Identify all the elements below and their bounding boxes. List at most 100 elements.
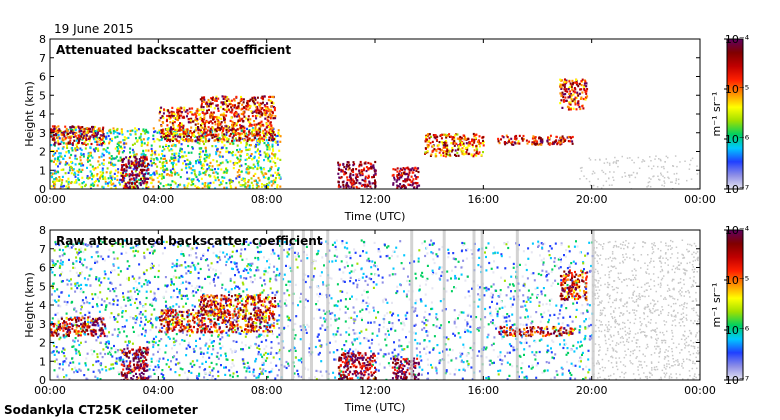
data-point <box>218 164 221 167</box>
data-point <box>88 127 90 130</box>
noise-point <box>647 321 650 323</box>
data-point <box>466 146 469 149</box>
data-point <box>67 141 70 144</box>
data-point <box>248 186 251 189</box>
data-point <box>220 155 223 158</box>
data-point <box>230 106 233 109</box>
data-point <box>66 325 69 328</box>
data-point <box>267 176 270 179</box>
data-point <box>243 115 246 118</box>
data-point <box>81 300 84 303</box>
noise-point <box>686 262 688 265</box>
data-point <box>242 120 245 123</box>
data-point <box>184 110 187 113</box>
data-point <box>208 166 210 169</box>
data-point <box>257 160 260 163</box>
noise-point <box>689 277 691 279</box>
data-point <box>253 120 256 123</box>
noise-point <box>596 319 598 321</box>
data-point <box>452 136 455 139</box>
data-point <box>274 179 277 182</box>
data-point <box>252 138 255 141</box>
data-point <box>450 142 453 145</box>
noise-point <box>659 286 662 288</box>
data-point <box>135 137 137 140</box>
data-point <box>165 167 168 170</box>
data-point <box>248 184 251 187</box>
data-point <box>272 131 275 134</box>
data-point <box>119 156 122 159</box>
noise-point <box>633 290 636 293</box>
data-point <box>345 186 348 189</box>
noise-point <box>628 336 630 339</box>
data-point <box>172 243 175 247</box>
data-point <box>264 132 267 135</box>
data-point <box>171 134 174 137</box>
noise-point <box>692 322 695 325</box>
data-point <box>138 163 141 166</box>
noise-point <box>640 360 642 363</box>
data-point <box>160 372 163 375</box>
noise-point <box>651 312 654 314</box>
data-point <box>202 100 205 103</box>
data-point <box>161 135 164 138</box>
data-point <box>571 83 574 86</box>
data-point <box>54 313 57 316</box>
data-point <box>269 287 272 290</box>
noise-point <box>620 272 622 274</box>
data-point <box>56 130 59 133</box>
data-point <box>191 138 194 142</box>
data-point <box>205 132 208 135</box>
data-point <box>403 171 405 174</box>
data-point <box>570 85 573 88</box>
data-point <box>193 130 196 133</box>
data-point <box>239 158 242 161</box>
noise-point <box>666 355 669 357</box>
data-point <box>261 370 264 373</box>
data-point <box>263 104 266 107</box>
data-point <box>142 138 145 141</box>
data-point <box>162 128 164 131</box>
data-point <box>99 176 101 179</box>
data-point <box>87 156 89 159</box>
data-point <box>161 137 164 140</box>
data-point <box>162 154 164 157</box>
data-point <box>82 128 85 131</box>
noise-point <box>607 360 610 362</box>
data-point <box>166 131 169 134</box>
data-point <box>113 177 116 180</box>
data-point <box>57 165 59 168</box>
data-point <box>279 185 282 188</box>
data-point <box>144 154 147 157</box>
data-point <box>464 136 467 139</box>
noise-point <box>651 246 653 248</box>
data-point <box>584 98 587 101</box>
noise-point <box>598 280 600 282</box>
data-point <box>202 163 205 166</box>
noise-point <box>635 357 637 359</box>
noise-point <box>697 315 700 317</box>
colorbar-label: m⁻¹ sr⁻¹ <box>710 92 723 137</box>
data-point <box>87 160 89 163</box>
data-point <box>246 103 249 106</box>
data-point <box>271 95 274 98</box>
data-point <box>161 130 164 133</box>
data-point <box>159 167 162 170</box>
data-point <box>347 165 350 168</box>
data-point <box>195 175 198 178</box>
data-point <box>184 132 186 135</box>
data-point <box>171 139 174 142</box>
noise-point <box>640 254 643 256</box>
noise-point <box>672 335 674 338</box>
data-point <box>264 186 267 189</box>
data-point <box>558 140 561 143</box>
data-point <box>124 184 127 187</box>
data-point <box>248 266 251 269</box>
noise-point <box>650 330 652 332</box>
data-point <box>106 335 109 338</box>
data-point <box>412 187 415 189</box>
data-point <box>274 153 277 156</box>
data-point <box>470 154 473 157</box>
noise-point <box>635 300 638 303</box>
data-point <box>276 143 279 146</box>
